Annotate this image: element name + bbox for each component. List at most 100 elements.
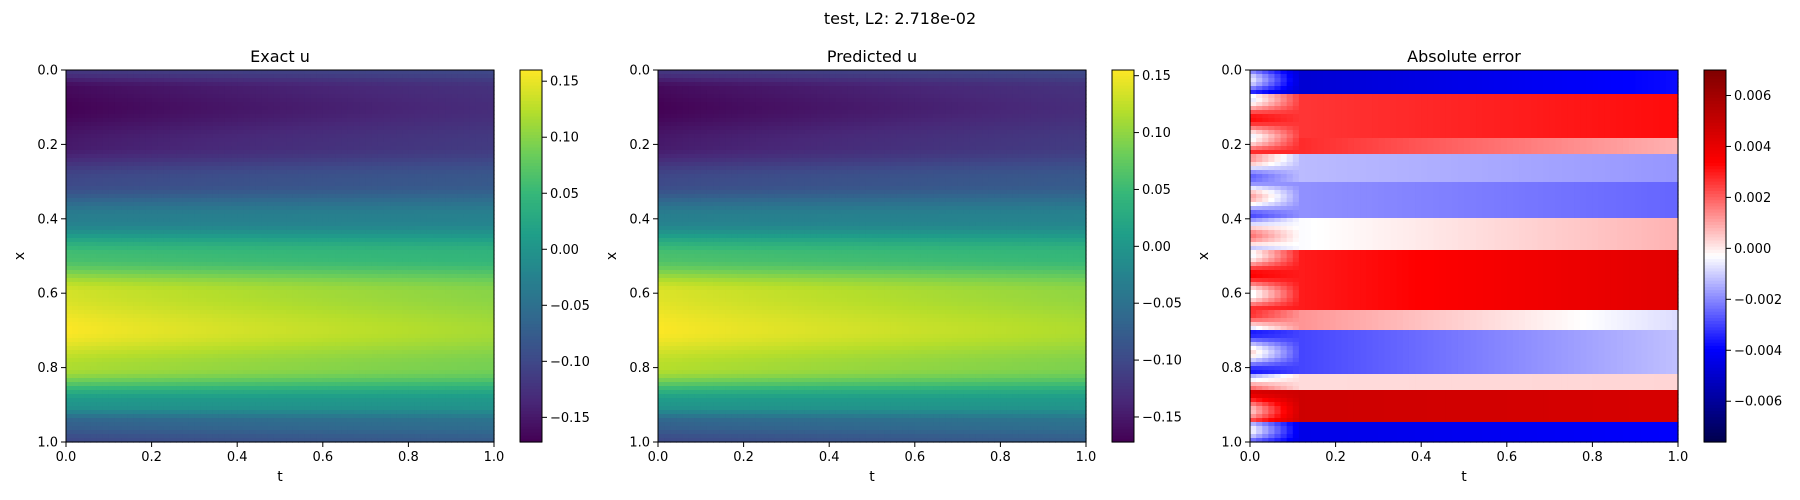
heatmap-cell — [267, 342, 275, 347]
heatmap-cell — [353, 150, 361, 155]
heatmap-cell — [206, 290, 214, 295]
heatmap-cell — [353, 154, 361, 159]
heatmap-cell — [231, 166, 238, 171]
heatmap-cell — [481, 250, 489, 255]
heatmap-cell — [481, 158, 489, 163]
heatmap-cell — [414, 266, 422, 271]
heatmap-cell — [383, 106, 391, 111]
heatmap-cell — [108, 254, 116, 259]
heatmap-cell — [169, 210, 177, 215]
heatmap-cell — [96, 170, 104, 175]
heatmap-cell — [377, 102, 385, 107]
heatmap-cell — [139, 254, 147, 259]
heatmap-cell — [390, 322, 397, 327]
heatmap-cell — [194, 298, 202, 303]
heatmap-cell — [78, 118, 85, 123]
heatmap-cell — [432, 306, 440, 311]
heatmap-cell — [84, 126, 92, 131]
heatmap-cell — [218, 298, 226, 303]
heatmap-cell — [145, 318, 153, 323]
heatmap-cell — [163, 266, 171, 271]
heatmap-cell — [481, 310, 489, 315]
heatmap-cell — [163, 298, 171, 303]
heatmap-cell — [237, 278, 244, 283]
heatmap-cell — [396, 122, 403, 127]
heatmap-cell — [353, 346, 361, 351]
heatmap-cell — [280, 218, 287, 223]
heatmap-cell — [218, 214, 226, 219]
heatmap-cell — [273, 234, 281, 239]
heatmap-cell — [200, 214, 208, 219]
heatmap-cell — [267, 258, 275, 263]
heatmap-cell — [212, 138, 220, 143]
heatmap-cell — [286, 258, 293, 263]
heatmap-cell — [169, 142, 177, 147]
heatmap-cell — [72, 138, 79, 143]
heatmap-cell — [292, 166, 299, 171]
heatmap-cell — [176, 210, 183, 215]
heatmap-cell — [267, 298, 275, 303]
heatmap-cell — [78, 218, 85, 223]
heatmap-cell — [402, 230, 409, 235]
heatmap-cell — [322, 166, 330, 171]
heatmap-cell — [328, 114, 336, 119]
heatmap-cell — [163, 230, 171, 235]
heatmap-cell — [463, 70, 471, 75]
heatmap-cell — [432, 194, 440, 199]
heatmap-cell — [102, 330, 110, 335]
heatmap-cell — [408, 266, 416, 271]
heatmap-cell — [316, 222, 324, 227]
heatmap-cell — [383, 242, 391, 247]
heatmap-cell — [224, 326, 232, 331]
heatmap-cell — [292, 226, 299, 231]
heatmap-cell — [286, 90, 293, 95]
heatmap-cell — [212, 302, 220, 307]
heatmap-cell — [341, 314, 348, 319]
heatmap-cell — [292, 114, 299, 119]
heatmap-cell — [463, 178, 471, 183]
heatmap-cell — [78, 294, 85, 299]
heatmap-cell — [249, 322, 257, 327]
heatmap-cell — [194, 70, 202, 75]
heatmap-cell — [182, 82, 189, 87]
heatmap-cell — [157, 70, 165, 75]
heatmap-cell — [108, 162, 116, 167]
heatmap-cell — [396, 338, 403, 343]
heatmap-cell — [127, 190, 134, 195]
heatmap-cell — [145, 194, 153, 199]
heatmap-cell — [310, 182, 318, 187]
heatmap-cell — [359, 78, 367, 83]
heatmap-cell — [359, 86, 367, 91]
heatmap-cell — [390, 286, 397, 291]
heatmap-cell — [341, 330, 348, 335]
heatmap-cell — [255, 258, 263, 263]
heatmap-cell — [469, 250, 477, 255]
heatmap-cell — [243, 170, 251, 175]
heatmap-cell — [377, 190, 385, 195]
heatmap-cell — [469, 346, 477, 351]
heatmap-cell — [163, 274, 171, 279]
heatmap-cell — [188, 90, 195, 95]
heatmap-cell — [249, 238, 257, 243]
heatmap-cell — [212, 162, 220, 167]
heatmap-cell — [487, 154, 495, 159]
heatmap-cell — [304, 122, 312, 127]
heatmap-cell — [408, 190, 416, 195]
heatmap-cell — [359, 334, 367, 339]
heatmap-cell — [396, 286, 403, 291]
heatmap-cell — [451, 114, 458, 119]
heatmap-cell — [273, 90, 281, 95]
heatmap-cell — [310, 290, 318, 295]
heatmap-cell — [481, 102, 489, 107]
heatmap-cell — [310, 238, 318, 243]
heatmap-cell — [371, 162, 379, 167]
heatmap-cell — [408, 238, 416, 243]
heatmap-cell — [72, 318, 79, 323]
heatmap-cell — [383, 82, 391, 87]
heatmap-cell — [365, 202, 373, 207]
heatmap-cell — [475, 226, 483, 231]
heatmap-cell — [457, 246, 465, 251]
heatmap-cell — [102, 298, 110, 303]
heatmap-cell — [451, 210, 458, 215]
heatmap-cell — [396, 130, 403, 135]
